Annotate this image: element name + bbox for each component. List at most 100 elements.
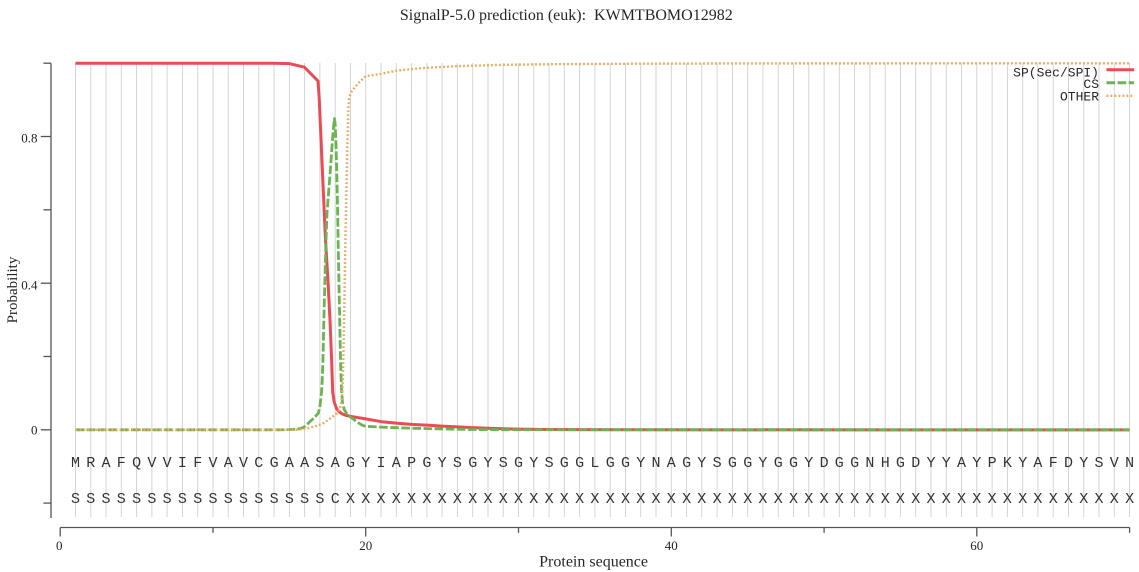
svg-text:S: S xyxy=(453,455,462,472)
svg-text:G: G xyxy=(835,455,844,472)
svg-text:X: X xyxy=(499,491,508,508)
svg-text:I: I xyxy=(178,455,187,472)
svg-text:R: R xyxy=(86,455,95,472)
svg-text:Y: Y xyxy=(697,455,706,472)
svg-text:N: N xyxy=(1125,455,1134,472)
svg-text:S: S xyxy=(315,491,324,508)
svg-text:S: S xyxy=(713,455,722,472)
svg-text:S: S xyxy=(193,491,202,508)
svg-text:20: 20 xyxy=(359,538,372,553)
svg-text:S: S xyxy=(71,491,80,508)
svg-text:X: X xyxy=(881,491,890,508)
svg-text:X: X xyxy=(942,491,951,508)
svg-text:X: X xyxy=(1125,491,1134,508)
svg-text:P: P xyxy=(407,455,416,472)
svg-text:G: G xyxy=(728,455,737,472)
svg-text:N: N xyxy=(865,455,874,472)
svg-text:S: S xyxy=(270,491,279,508)
svg-text:0: 0 xyxy=(31,422,38,437)
svg-text:X: X xyxy=(636,491,645,508)
svg-text:S: S xyxy=(178,491,187,508)
svg-text:A: A xyxy=(300,455,309,472)
svg-text:X: X xyxy=(774,491,783,508)
svg-text:A: A xyxy=(1033,455,1042,472)
svg-text:I: I xyxy=(376,455,385,472)
svg-text:0.8: 0.8 xyxy=(21,131,37,146)
svg-text:Probability: Probability xyxy=(5,256,21,323)
svg-text:G: G xyxy=(743,455,752,472)
svg-text:X: X xyxy=(957,491,966,508)
svg-text:X: X xyxy=(468,491,477,508)
svg-text:G: G xyxy=(422,455,431,472)
svg-text:X: X xyxy=(835,491,844,508)
svg-text:X: X xyxy=(438,491,447,508)
svg-text:X: X xyxy=(820,491,829,508)
svg-text:G: G xyxy=(270,455,279,472)
svg-text:X: X xyxy=(896,491,905,508)
svg-text:F: F xyxy=(193,455,202,472)
svg-text:M: M xyxy=(71,455,80,472)
svg-text:SignalP-5.0 prediction (euk):: SignalP-5.0 prediction (euk): KWMTBOMO12… xyxy=(400,7,733,24)
svg-text:S: S xyxy=(163,491,172,508)
svg-text:Y: Y xyxy=(1079,455,1088,472)
svg-text:S: S xyxy=(499,455,508,472)
svg-text:Y: Y xyxy=(942,455,951,472)
svg-text:S: S xyxy=(101,491,110,508)
svg-text:X: X xyxy=(621,491,630,508)
svg-text:Y: Y xyxy=(758,455,767,472)
svg-text:A: A xyxy=(667,455,676,472)
svg-text:D: D xyxy=(820,455,829,472)
svg-text:Q: Q xyxy=(132,455,141,472)
svg-text:C: C xyxy=(254,455,263,472)
svg-text:S: S xyxy=(545,455,554,472)
svg-text:X: X xyxy=(865,491,874,508)
svg-text:G: G xyxy=(560,455,569,472)
svg-text:X: X xyxy=(529,491,538,508)
svg-text:Protein sequence: Protein sequence xyxy=(539,553,648,570)
svg-text:Y: Y xyxy=(438,455,447,472)
svg-text:X: X xyxy=(728,491,737,508)
svg-text:G: G xyxy=(896,455,905,472)
svg-text:X: X xyxy=(407,491,416,508)
svg-text:X: X xyxy=(743,491,752,508)
svg-text:S: S xyxy=(285,491,294,508)
svg-text:0.4: 0.4 xyxy=(21,277,38,292)
svg-text:X: X xyxy=(651,491,660,508)
svg-text:X: X xyxy=(1003,491,1012,508)
svg-text:Y: Y xyxy=(636,455,645,472)
svg-text:G: G xyxy=(682,455,691,472)
svg-text:X: X xyxy=(850,491,859,508)
svg-text:G: G xyxy=(850,455,859,472)
svg-text:X: X xyxy=(1094,491,1103,508)
svg-text:D: D xyxy=(911,455,920,472)
svg-text:V: V xyxy=(208,455,217,472)
svg-text:X: X xyxy=(911,491,920,508)
svg-text:X: X xyxy=(590,491,599,508)
svg-text:S: S xyxy=(208,491,217,508)
svg-text:X: X xyxy=(804,491,813,508)
svg-text:F: F xyxy=(117,455,126,472)
svg-text:X: X xyxy=(1110,491,1119,508)
svg-text:S: S xyxy=(132,491,141,508)
svg-text:G: G xyxy=(468,455,477,472)
svg-text:Y: Y xyxy=(529,455,538,472)
svg-text:A: A xyxy=(331,455,340,472)
svg-text:H: H xyxy=(881,455,890,472)
svg-text:60: 60 xyxy=(970,538,983,553)
svg-text:L: L xyxy=(590,455,599,472)
svg-text:V: V xyxy=(147,455,156,472)
svg-text:X: X xyxy=(972,491,981,508)
svg-text:C: C xyxy=(331,491,340,508)
svg-text:G: G xyxy=(789,455,798,472)
svg-text:X: X xyxy=(1064,491,1073,508)
svg-text:X: X xyxy=(988,491,997,508)
svg-text:V: V xyxy=(1110,455,1119,472)
svg-text:G: G xyxy=(606,455,615,472)
svg-text:X: X xyxy=(789,491,798,508)
svg-text:X: X xyxy=(606,491,615,508)
svg-text:X: X xyxy=(453,491,462,508)
svg-text:S: S xyxy=(86,491,95,508)
svg-text:S: S xyxy=(147,491,156,508)
svg-text:40: 40 xyxy=(665,538,678,553)
svg-text:X: X xyxy=(346,491,355,508)
